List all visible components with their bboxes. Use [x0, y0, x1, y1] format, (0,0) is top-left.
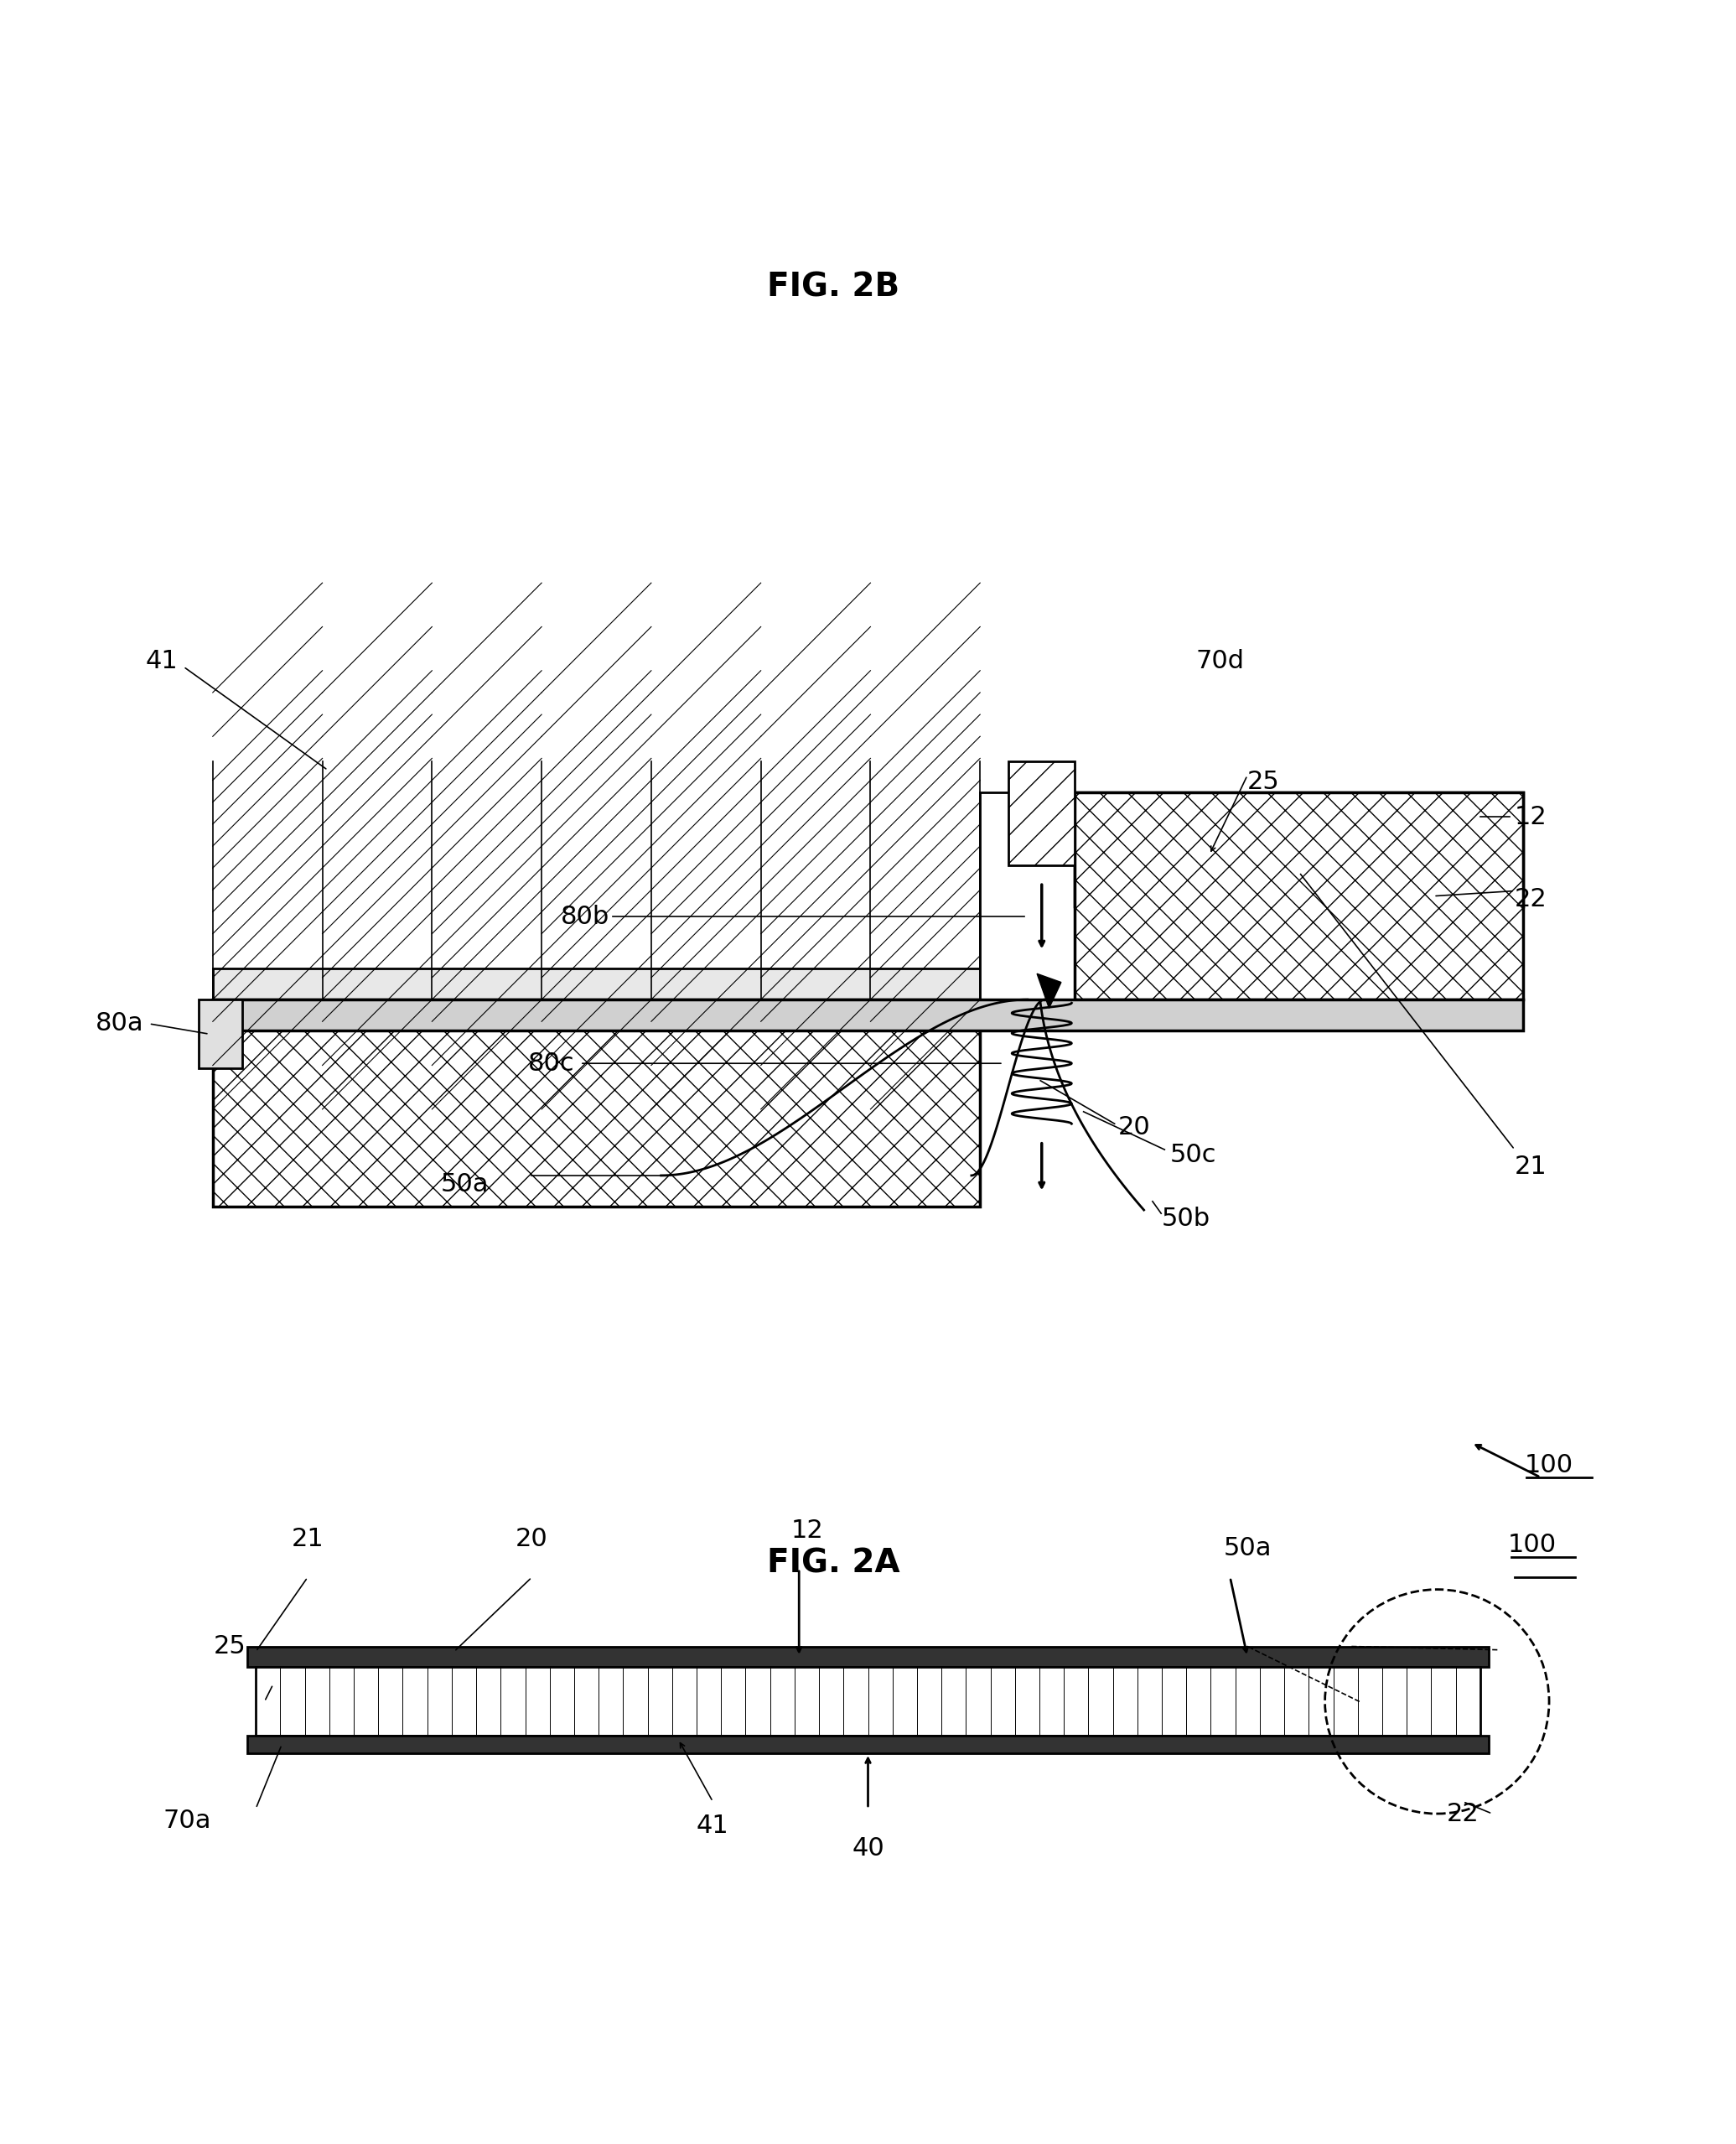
Bar	[1075, 793, 1522, 999]
Bar	[214, 999, 981, 1207]
Text: 80a: 80a	[95, 1012, 144, 1036]
Bar	[981, 793, 1075, 999]
Text: 70d: 70d	[1196, 650, 1245, 673]
Text: 20: 20	[516, 1527, 549, 1552]
Bar	[1009, 761, 1075, 864]
Bar	[247, 1737, 1489, 1754]
Text: 50b: 50b	[1161, 1207, 1210, 1231]
Text: 25: 25	[214, 1634, 247, 1659]
Text: 40: 40	[852, 1835, 884, 1861]
Text: 22: 22	[1514, 888, 1547, 911]
Text: 21: 21	[1514, 1156, 1547, 1179]
Text: 80c: 80c	[528, 1051, 575, 1076]
Text: FIG. 2B: FIG. 2B	[767, 272, 899, 302]
Text: FIG. 2A: FIG. 2A	[767, 1548, 899, 1580]
Text: 25: 25	[1248, 770, 1279, 795]
Text: 20: 20	[1118, 1115, 1151, 1138]
Polygon shape	[1036, 973, 1061, 1008]
Bar	[1075, 793, 1522, 907]
Text: 100: 100	[1524, 1454, 1573, 1477]
Bar	[200, 999, 241, 1068]
Text: 12: 12	[1514, 804, 1547, 830]
Text: 70a: 70a	[163, 1810, 212, 1833]
Text: 100: 100	[1507, 1533, 1555, 1557]
Bar	[255, 1668, 1481, 1737]
Text: 41: 41	[696, 1814, 729, 1837]
Bar	[214, 999, 1522, 1031]
Text: 41: 41	[146, 650, 179, 673]
Text: 50c: 50c	[1170, 1143, 1217, 1166]
Text: 50a: 50a	[441, 1173, 488, 1196]
Text: 80b: 80b	[561, 905, 609, 928]
Bar	[247, 1647, 1489, 1668]
Text: 50a: 50a	[1224, 1535, 1271, 1561]
Text: 22: 22	[1446, 1801, 1479, 1827]
Bar	[214, 969, 1522, 999]
Text: 12: 12	[792, 1518, 825, 1544]
Text: 21: 21	[292, 1527, 325, 1552]
